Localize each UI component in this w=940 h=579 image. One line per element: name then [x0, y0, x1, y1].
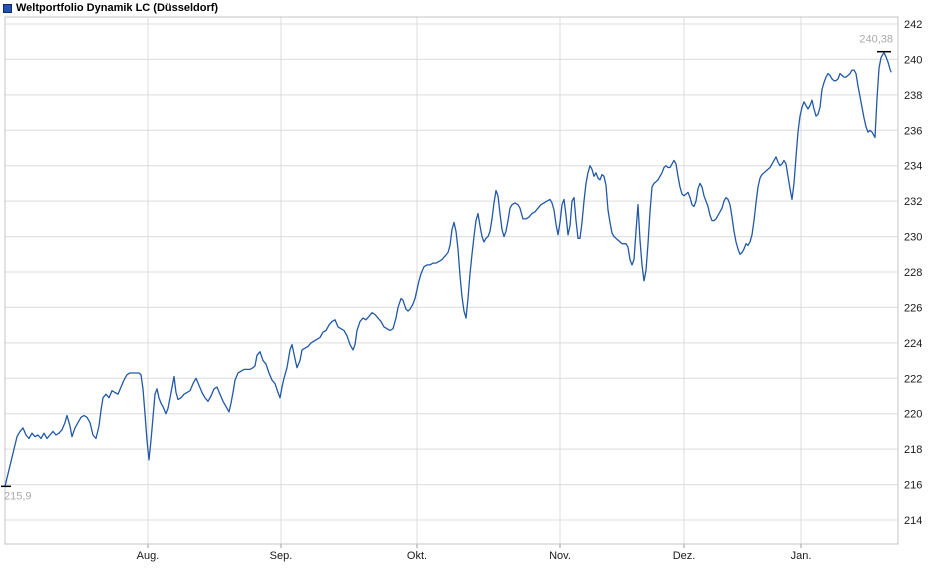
- x-axis-label: Dez.: [673, 550, 696, 562]
- start-value-label: 215,9: [4, 490, 32, 502]
- legend-color-swatch-icon: [3, 3, 12, 13]
- y-axis-label: 236: [904, 125, 922, 137]
- x-axis-label: Sep.: [270, 550, 293, 562]
- chart-legend: Weltportfolio Dynamik LC (Düsseldorf): [3, 1, 218, 15]
- y-axis-label: 214: [904, 515, 922, 527]
- y-axis-label: 240: [904, 54, 922, 66]
- y-axis-label: 224: [904, 338, 922, 350]
- y-axis-label: 222: [904, 373, 922, 385]
- plot-border: [4, 16, 899, 545]
- price-line-series: [4, 52, 892, 487]
- y-axis-label: 230: [904, 232, 922, 244]
- chart-title: Weltportfolio Dynamik LC (Düsseldorf): [16, 2, 219, 14]
- peak-value-label: 240,38: [859, 34, 893, 46]
- y-axis-label: 234: [904, 161, 922, 173]
- y-axis-label: 238: [904, 90, 922, 102]
- x-axis-label: Jan.: [791, 550, 812, 562]
- x-axis-label: Nov.: [549, 550, 571, 562]
- y-axis-label: 218: [904, 444, 922, 456]
- y-axis-label: 216: [904, 480, 922, 492]
- y-axis-label: 220: [904, 409, 922, 421]
- y-axis-label: 242: [904, 19, 922, 31]
- y-axis-label: 232: [904, 196, 922, 208]
- y-axis-label: 226: [904, 302, 922, 314]
- x-axis-label: Aug.: [137, 550, 160, 562]
- x-axis-label: Okt.: [407, 550, 427, 562]
- y-axis-label: 228: [904, 267, 922, 279]
